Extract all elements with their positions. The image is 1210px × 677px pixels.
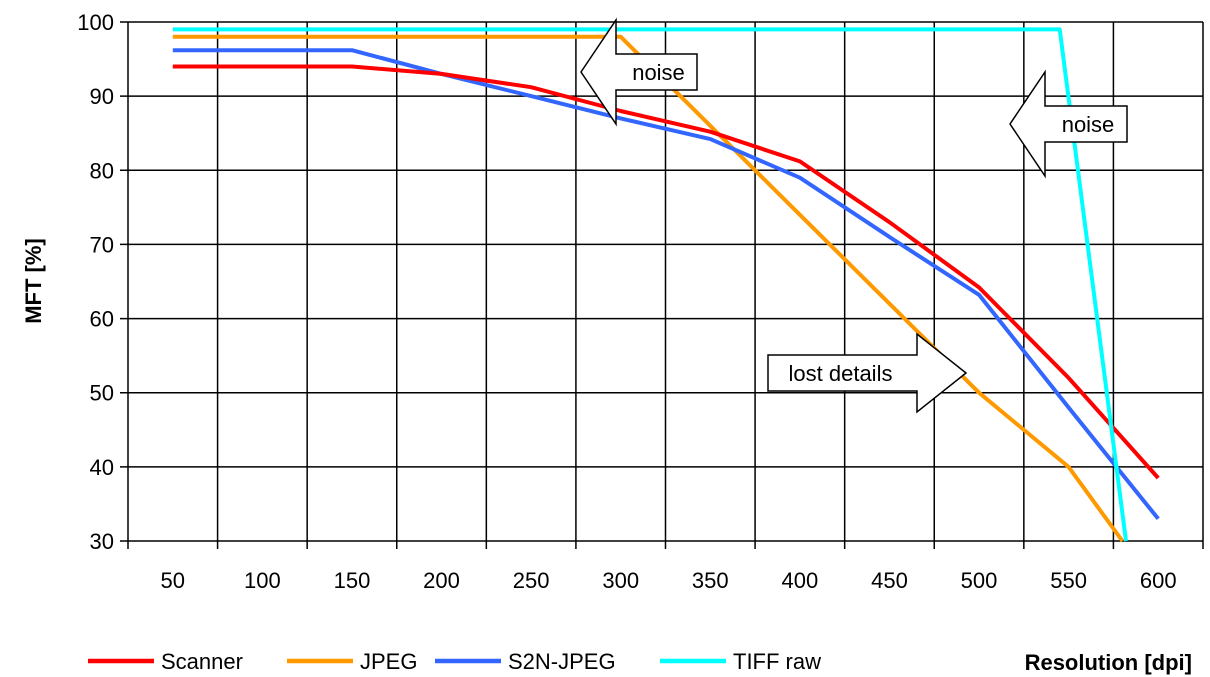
- x-axis-title: Resolution [dpi]: [1025, 650, 1192, 675]
- x-tick-label: 600: [1140, 568, 1177, 593]
- series-lines: [172, 27, 1160, 543]
- annotation-arrow-shape: [580, 17, 698, 127]
- legend-item: Scanner: [88, 649, 243, 674]
- x-tick-label: 400: [782, 568, 819, 593]
- annotation-text: noise: [1062, 112, 1115, 137]
- x-tick-label: 250: [513, 568, 550, 593]
- legend: Scanner JPEG S2N-JPEG TIFF raw: [88, 649, 821, 674]
- series-line-tiff-raw: [172, 27, 1128, 542]
- y-tick-label: 40: [90, 455, 114, 480]
- x-tick-label: 150: [334, 568, 371, 593]
- x-tick-label: 550: [1050, 568, 1087, 593]
- y-axis-ticks: 30 40 50 60 70 80 90 100: [77, 10, 114, 554]
- annotation-arrow-shape: [767, 332, 968, 414]
- x-tick-label: 500: [961, 568, 998, 593]
- annotation-arrow-shape: [1009, 69, 1128, 179]
- y-axis-title: MFT [%]: [21, 238, 46, 324]
- annotation-text: noise: [632, 60, 685, 85]
- series-line-scanner: [172, 64, 1160, 480]
- x-tick-label: 200: [423, 568, 460, 593]
- annotations: noise noise lost details: [580, 17, 1128, 414]
- legend-label: S2N-JPEG: [508, 649, 616, 674]
- annotation-text: lost details: [789, 361, 893, 386]
- series-line-s2n-jpeg: [172, 48, 1160, 521]
- x-tick-label: 100: [244, 568, 281, 593]
- y-tick-label: 70: [90, 232, 114, 257]
- x-axis-ticks: 50 100 150 200 250 300 350 400 450 500 550 600: [161, 568, 1177, 593]
- legend-item: S2N-JPEG: [435, 649, 616, 674]
- x-tick-label: 450: [871, 568, 908, 593]
- annotation-noise-1: noise: [580, 17, 698, 127]
- y-tick-label: 30: [90, 529, 114, 554]
- x-tick-label: 300: [602, 568, 639, 593]
- y-tick-label: 90: [90, 84, 114, 109]
- legend-label: JPEG: [360, 649, 417, 674]
- annotation-lost-details: lost details: [767, 332, 968, 414]
- annotation-noise-2: noise: [1009, 69, 1128, 179]
- legend-label: TIFF raw: [733, 649, 821, 674]
- legend-item: TIFF raw: [660, 649, 821, 674]
- x-tick-label: 50: [161, 568, 185, 593]
- y-tick-label: 100: [77, 10, 114, 35]
- y-tick-label: 60: [90, 307, 114, 332]
- y-tick-label: 80: [90, 158, 114, 183]
- legend-label: Scanner: [161, 649, 243, 674]
- y-tick-label: 50: [90, 381, 114, 406]
- series-line-jpeg: [172, 34, 1125, 543]
- legend-item: JPEG: [287, 649, 417, 674]
- x-tick-label: 350: [692, 568, 729, 593]
